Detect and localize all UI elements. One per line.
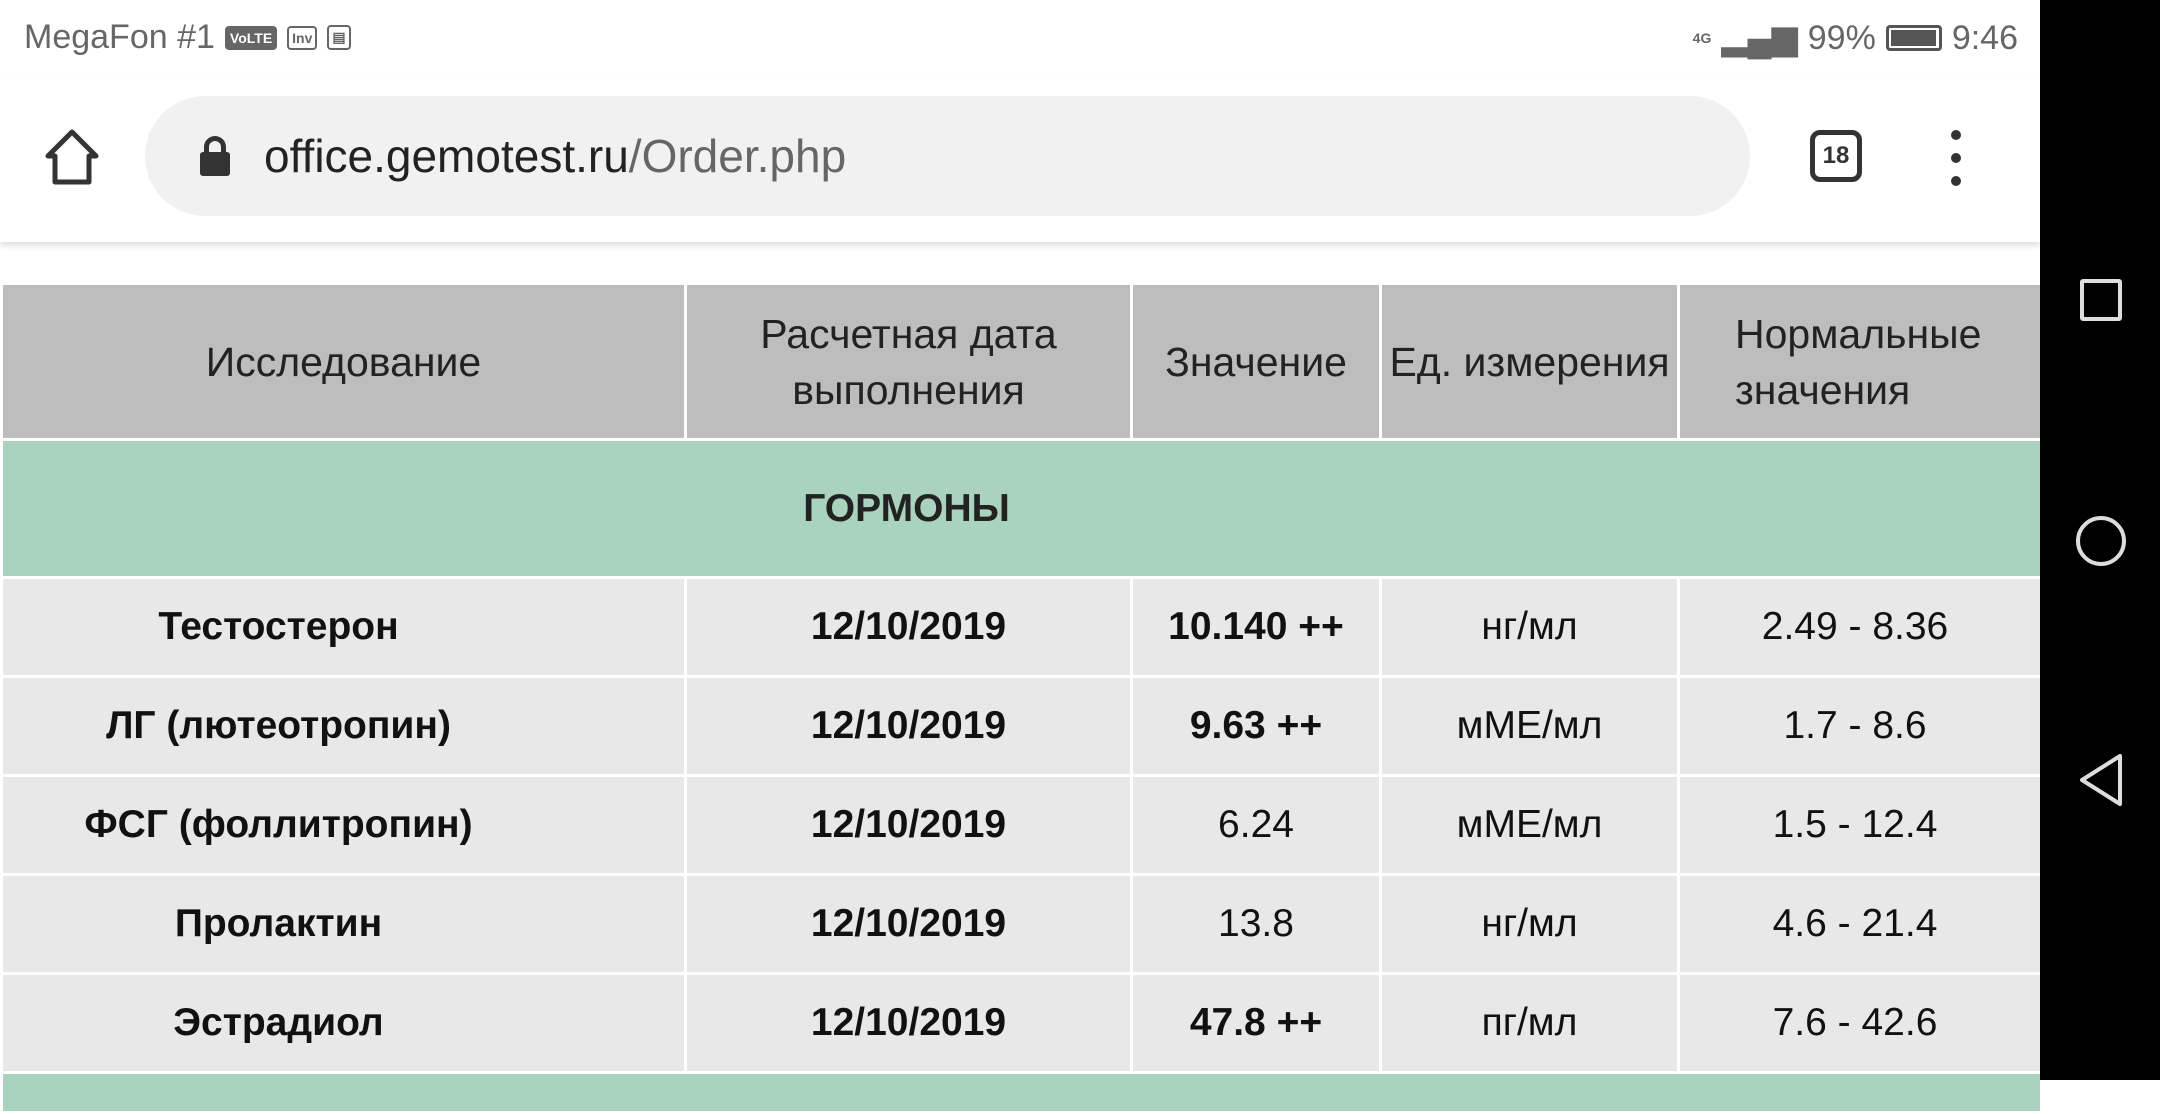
status-right: 4G ▂▄▆ 99% 9:46 [1693, 18, 2018, 58]
status-bar: MegaFon #1 VoLTE Inv ▤ 4G ▂▄▆ 99% 9:46 [0, 0, 2040, 80]
unit-cell: нг/мл [1379, 576, 1680, 678]
table-header: Исследование Расчетная дата выполнения З… [0, 282, 2040, 441]
volte-icon: VoLTE [224, 25, 278, 50]
study-cell: Эстрадиол [0, 972, 687, 1074]
menu-icon[interactable] [1944, 130, 1968, 186]
carrier-group: MegaFon #1 VoLTE Inv ▤ [24, 18, 351, 57]
table-row: ФСГ (фоллитропин) 12/10/2019 6.24 мМЕ/мл 1.5… [0, 774, 2040, 876]
carrier-name: MegaFon #1 [24, 18, 215, 56]
normal-range-cell: 1.5 - 12.4 [1677, 774, 2040, 876]
unit-cell: нг/мл [1379, 873, 1680, 975]
recents-button[interactable] [2080, 279, 2122, 321]
study-cell: ФСГ (фоллитропин) [0, 774, 687, 876]
normal-range-cell: 7.6 - 42.6 [1677, 972, 2040, 1074]
back-button[interactable] [2076, 752, 2126, 808]
value-cell: 13.8 [1130, 873, 1382, 975]
battery-percent: 99% [1807, 18, 1876, 57]
normal-range-cell: 2.49 - 8.36 [1677, 576, 2040, 678]
study-cell: ЛГ (лютеотропин) [0, 675, 687, 777]
home-button[interactable] [2076, 516, 2126, 566]
signal-icon: ▂▄▆ [1721, 19, 1798, 57]
network-type: 4G [1692, 30, 1712, 46]
study-cell: Тестостерон [0, 576, 687, 678]
table-row: ЛГ (лютеотропин) 12/10/2019 9.63 ++ мМЕ/мл 1… [0, 675, 2040, 777]
value-cell: 9.63 ++ [1130, 675, 1382, 777]
section-row: ГОРМОНЫ [0, 438, 2040, 579]
value-cell: 6.24 [1130, 774, 1382, 876]
unit-cell: мМЕ/мл [1379, 774, 1680, 876]
lock-icon[interactable] [200, 136, 230, 176]
table-row: Тестостерон 12/10/2019 10.140 ++ нг/мл 2.49 … [0, 576, 2040, 678]
notification-icon: Inv [287, 25, 318, 50]
table-row: Пролактин 12/10/2019 13.8 нг/мл 4.6 - 21.4 [0, 873, 2040, 975]
browser-toolbar: office.gemotest.ru/Order.php 18 [0, 80, 2040, 242]
header-unit: Ед. измерения [1379, 282, 1680, 441]
date-cell: 12/10/2019 [684, 972, 1133, 1074]
header-normal: Нормальные значения [1677, 282, 2040, 441]
home-icon[interactable] [44, 128, 100, 186]
table-row: Эстрадиол 12/10/2019 47.8 ++ пг/мл 7.6 - 42.… [0, 972, 2040, 1074]
url-bar[interactable]: office.gemotest.ru/Order.php [145, 96, 1750, 216]
date-cell: 12/10/2019 [684, 576, 1133, 678]
date-cell: 12/10/2019 [684, 774, 1133, 876]
date-cell: 12/10/2019 [684, 873, 1133, 975]
value-cell: 47.8 ++ [1130, 972, 1382, 1074]
study-cell: Пролактин [0, 873, 687, 975]
header-date: Расчетная дата выполнения [684, 282, 1133, 441]
section-title: ГОРМОНЫ [0, 438, 2040, 579]
url-path: /Order.php [628, 130, 847, 182]
battery-icon [1885, 25, 1942, 51]
next-section-row [0, 1071, 2040, 1114]
unit-cell: мМЕ/мл [1379, 675, 1680, 777]
clock: 9:46 [1951, 18, 2018, 57]
normal-range-cell: 1.7 - 8.6 [1677, 675, 2040, 777]
normal-range-cell: 4.6 - 21.4 [1677, 873, 2040, 975]
value-cell: 10.140 ++ [1130, 576, 1382, 678]
unit-cell: пг/мл [1379, 972, 1680, 1074]
results-table: Исследование Расчетная дата выполнения З… [0, 282, 2040, 1114]
header-study: Исследование [0, 282, 687, 441]
android-nav-bar [2040, 0, 2160, 1080]
date-cell: 12/10/2019 [684, 675, 1133, 777]
calendar-icon: ▤ [327, 25, 351, 50]
tab-switcher-button[interactable]: 18 [1810, 130, 1862, 182]
url-host: office.gemotest.ru [264, 130, 629, 182]
header-value: Значение [1130, 282, 1382, 441]
